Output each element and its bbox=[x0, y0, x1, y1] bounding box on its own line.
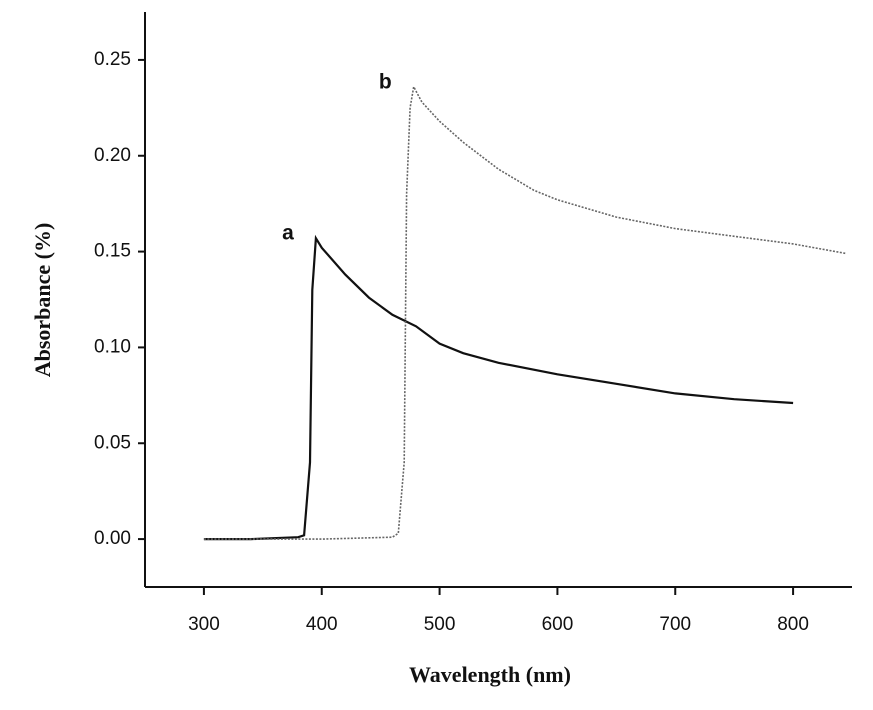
x-axis-label: Wavelength (nm) bbox=[409, 662, 571, 687]
y-tick-label: 0.15 bbox=[94, 241, 131, 262]
x-tick-label: 700 bbox=[659, 614, 691, 635]
y-tick-label: 0.25 bbox=[94, 49, 131, 70]
y-tick-label: 0.00 bbox=[94, 528, 131, 549]
x-tick-label: 400 bbox=[306, 614, 338, 635]
x-tick-label: 300 bbox=[188, 614, 220, 635]
line-series bbox=[203, 234, 794, 541]
series-label: a bbox=[282, 222, 294, 245]
y-tick-label: 0.05 bbox=[94, 432, 131, 453]
y-tick-label: 0.10 bbox=[94, 336, 131, 357]
y-tick-label: 0.20 bbox=[94, 145, 131, 166]
x-tick-label: 500 bbox=[424, 614, 456, 635]
line-series bbox=[203, 84, 847, 540]
y-axis-label: Absorbance (%) bbox=[30, 223, 55, 378]
series-label: b bbox=[379, 70, 392, 93]
x-tick-label: 600 bbox=[542, 614, 574, 635]
x-tick-label: 800 bbox=[777, 614, 809, 635]
